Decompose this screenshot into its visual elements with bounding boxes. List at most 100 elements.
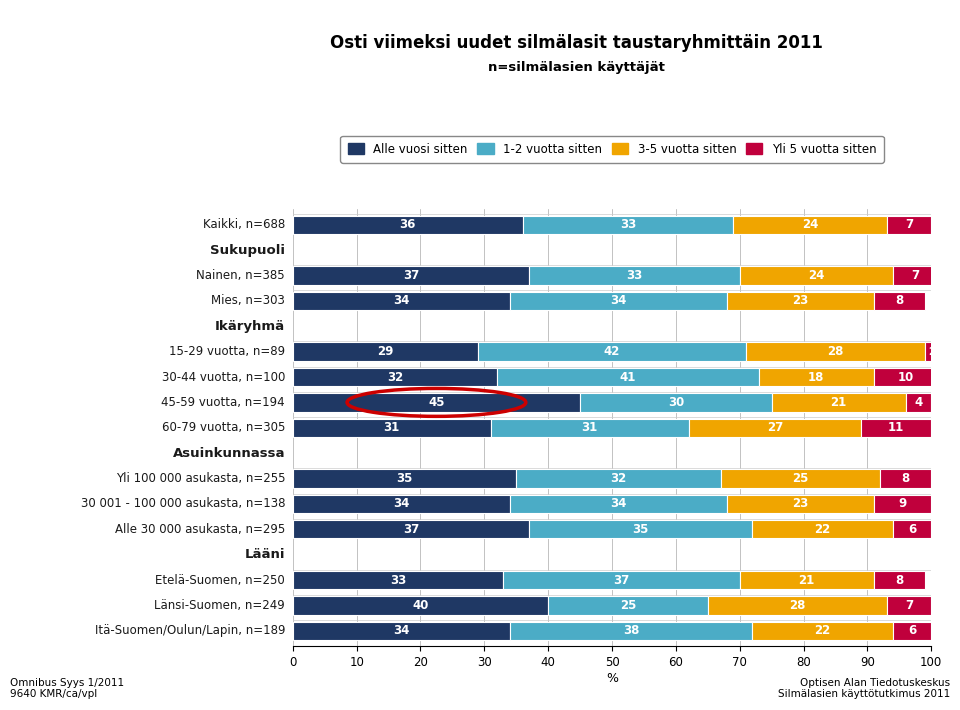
Bar (886, 596, 931, 615)
Bar (293, 520, 529, 538)
Bar (880, 469, 931, 488)
Bar (522, 216, 733, 234)
Text: 27: 27 (767, 421, 783, 435)
Text: Itä-Suomen/Oulun/Lapin, n=189: Itä-Suomen/Oulun/Lapin, n=189 (95, 624, 285, 638)
Bar (478, 342, 746, 361)
Text: Ikäryhmä: Ikäryhmä (215, 320, 285, 333)
Bar (874, 495, 931, 513)
Text: Alle 30 000 asukasta, n=295: Alle 30 000 asukasta, n=295 (115, 523, 285, 536)
Text: 6: 6 (908, 523, 916, 536)
Bar (580, 393, 772, 412)
Bar (293, 495, 510, 513)
Bar (874, 571, 924, 589)
Bar (874, 368, 938, 386)
Bar (510, 292, 727, 310)
Text: 15-29 vuotta, n=89: 15-29 vuotta, n=89 (169, 345, 285, 358)
Text: 24: 24 (808, 269, 825, 282)
Bar (293, 419, 491, 437)
Text: 42: 42 (604, 345, 620, 358)
Text: 2: 2 (927, 346, 935, 356)
Text: 34: 34 (394, 498, 410, 510)
Text: 35: 35 (633, 523, 649, 536)
Text: Osti viimeksi uudet silmälasit taustaryhmittäin 2011: Osti viimeksi uudet silmälasit taustaryh… (329, 33, 823, 52)
Text: 4: 4 (914, 396, 923, 409)
Text: 23: 23 (792, 498, 808, 510)
Text: Lääni: Lääni (245, 548, 285, 561)
Text: Nainen, n=385: Nainen, n=385 (197, 269, 285, 282)
Text: 30: 30 (668, 396, 684, 409)
Text: 7: 7 (904, 599, 913, 612)
Bar (739, 571, 874, 589)
Bar (293, 292, 510, 310)
Text: 40: 40 (412, 599, 429, 612)
Bar (293, 393, 580, 412)
Bar (293, 469, 516, 488)
Text: 36: 36 (399, 218, 416, 231)
Bar (529, 520, 753, 538)
Text: 28: 28 (789, 599, 805, 612)
Text: 11: 11 (888, 421, 904, 435)
Text: 38: 38 (623, 624, 639, 638)
Text: 8: 8 (895, 574, 903, 586)
Bar (733, 216, 886, 234)
Bar (886, 216, 931, 234)
Text: Optisen Alan Tiedotuskeskus
Silmälasien käyttötutkimus 2011: Optisen Alan Tiedotuskeskus Silmälasien … (779, 678, 950, 699)
Bar (893, 520, 931, 538)
Text: 30 001 - 100 000 asukasta, n=138: 30 001 - 100 000 asukasta, n=138 (81, 498, 285, 510)
Bar (905, 393, 931, 412)
Bar (293, 571, 503, 589)
Bar (688, 419, 861, 437)
Bar (874, 292, 924, 310)
Text: 37: 37 (403, 523, 419, 536)
Legend: Alle vuosi sitten, 1-2 vuotta sitten, 3-5 vuotta sitten, Yli 5 vuotta sitten: Alle vuosi sitten, 1-2 vuotta sitten, 3-… (341, 136, 883, 163)
Bar (293, 216, 522, 234)
Bar (861, 419, 931, 437)
Text: Länsi-Suomen, n=249: Länsi-Suomen, n=249 (155, 599, 285, 612)
Bar (293, 342, 478, 361)
Text: 33: 33 (620, 218, 636, 231)
Bar (293, 368, 497, 386)
Bar (727, 495, 874, 513)
Bar (293, 266, 529, 285)
Text: 10: 10 (898, 371, 914, 383)
Text: 21: 21 (830, 396, 847, 409)
Text: 37: 37 (403, 269, 419, 282)
Text: 34: 34 (611, 498, 627, 510)
Text: Mies, n=303: Mies, n=303 (211, 295, 285, 307)
Text: n=silmälasien käyttäjät: n=silmälasien käyttäjät (488, 61, 664, 74)
Text: 8: 8 (895, 295, 903, 307)
Text: 34: 34 (394, 624, 410, 638)
Text: Etelä-Suomen, n=250: Etelä-Suomen, n=250 (156, 574, 285, 586)
Text: Kaikki, n=688: Kaikki, n=688 (203, 218, 285, 231)
Text: 33: 33 (390, 574, 406, 586)
Bar (739, 266, 893, 285)
Bar (293, 622, 510, 640)
Bar (510, 495, 727, 513)
Text: taloustutkimus oy: taloustutkimus oy (18, 36, 209, 55)
Text: 28: 28 (828, 345, 844, 358)
Bar (293, 596, 548, 615)
Bar (758, 368, 874, 386)
Text: 7: 7 (904, 218, 913, 231)
Bar (753, 520, 893, 538)
Bar (753, 622, 893, 640)
Text: 18: 18 (808, 371, 825, 383)
Text: 35: 35 (396, 472, 413, 485)
Text: 25: 25 (620, 599, 636, 612)
Bar (503, 571, 739, 589)
Text: 31: 31 (582, 421, 598, 435)
Text: 34: 34 (394, 295, 410, 307)
Text: 37: 37 (613, 574, 630, 586)
Text: 30-44 vuotta, n=100: 30-44 vuotta, n=100 (161, 371, 285, 383)
Text: 45-59 vuotta, n=194: 45-59 vuotta, n=194 (161, 396, 285, 409)
Bar (548, 596, 708, 615)
Text: 60-79 vuotta, n=305: 60-79 vuotta, n=305 (161, 421, 285, 435)
Text: 29: 29 (377, 345, 394, 358)
Text: 22: 22 (814, 523, 830, 536)
Bar (772, 393, 905, 412)
Bar (721, 469, 880, 488)
Bar (510, 622, 753, 640)
Bar (516, 469, 721, 488)
Bar (497, 368, 758, 386)
Bar (746, 342, 924, 361)
